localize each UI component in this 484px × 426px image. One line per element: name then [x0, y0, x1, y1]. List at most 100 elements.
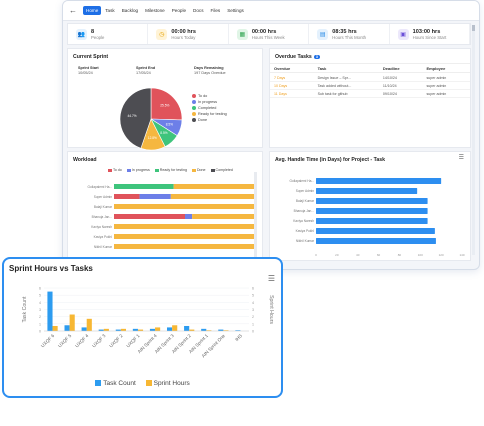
workload-bar-segment[interactable]	[139, 194, 171, 199]
workload-bar-segment[interactable]	[114, 234, 256, 239]
page-scrollbar-thumb[interactable]	[472, 25, 475, 31]
bar-sprint-hours[interactable]	[206, 330, 212, 331]
bar-task-count[interactable]	[47, 291, 53, 331]
sprint-hours-legend: Task Count Sprint Hours	[4, 380, 281, 387]
pie-slice-label-0: 25.5%	[160, 104, 169, 108]
tab-settings[interactable]: Settings	[227, 8, 244, 13]
pie-legend-item[interactable]: In progress	[192, 100, 227, 104]
pie-slice-label-4: 44.7%	[128, 114, 137, 118]
workload-legend-item[interactable]: To do	[108, 168, 122, 172]
tab-backlog[interactable]: Backlog	[121, 8, 139, 13]
workload-bar-segment[interactable]	[114, 244, 256, 249]
aht-row-name: Kaviya Pokhl	[296, 229, 315, 233]
workload-title: Workload	[73, 157, 97, 163]
current-sprint-title: Current Sprint	[73, 54, 109, 60]
workload-bar-segment[interactable]	[114, 194, 140, 199]
overdue-cell: Sub task for github	[317, 91, 348, 96]
aht-tick: 80	[398, 253, 402, 257]
workload-legend-item[interactable]: Done	[191, 168, 206, 172]
aht-bar[interactable]	[316, 198, 428, 204]
aht-bar[interactable]	[316, 178, 442, 184]
bar-task-count[interactable]	[64, 325, 70, 331]
legend-task-count[interactable]: Task Count	[95, 380, 136, 387]
pie-slice-4[interactable]	[119, 87, 152, 149]
bar-sprint-hours[interactable]	[69, 314, 75, 331]
bar-task-count[interactable]	[218, 329, 224, 331]
x-tick-label: UXQF 5	[57, 333, 73, 349]
sprint-hours-vs-tasks-card: Sprint Hours vs Tasks ☰ Task Count Sprint…	[2, 257, 283, 398]
workload-bar-segment[interactable]	[173, 184, 256, 189]
y2-tick-label: 4	[252, 301, 254, 305]
pie-legend-label: Ready for testing	[198, 112, 227, 116]
aht-tick: 20	[335, 253, 339, 257]
bar-sprint-hours[interactable]	[103, 328, 109, 331]
aht-bar[interactable]	[316, 218, 428, 224]
stat-1: ◷ 00:00 hrs Hours Today	[148, 24, 229, 44]
workload-bar-segment[interactable]	[114, 184, 174, 189]
tab-files[interactable]: Files	[210, 8, 221, 13]
aht-bar[interactable]	[316, 208, 428, 214]
bar-task-count[interactable]	[235, 330, 241, 331]
calendar-month-icon: ▤	[317, 28, 329, 40]
tab-people[interactable]: People	[171, 8, 187, 13]
bar-task-count[interactable]	[149, 328, 156, 331]
bar-task-count[interactable]	[201, 328, 207, 331]
bar-task-count[interactable]	[81, 327, 87, 331]
bar-sprint-hours[interactable]	[223, 330, 229, 331]
workload-legend-item[interactable]: Ready for testing	[154, 168, 187, 172]
y-axis-label: Task Count	[22, 296, 28, 323]
bar-task-count[interactable]	[98, 329, 104, 331]
bar-sprint-hours[interactable]	[52, 325, 58, 331]
pie-legend-item[interactable]: Completed	[192, 106, 227, 110]
chart-menu-icon[interactable]: ☰	[267, 274, 275, 283]
workload-bar-segment[interactable]	[114, 214, 185, 219]
bar-sprint-hours[interactable]	[172, 325, 178, 331]
workload-bar-segment[interactable]	[114, 224, 256, 229]
back-arrow-icon[interactable]: ←	[69, 6, 77, 15]
pie-legend-item[interactable]: To do	[192, 94, 227, 98]
workload-legend-item[interactable]: Completed	[210, 168, 233, 172]
workload-bar-segment[interactable]	[192, 214, 256, 219]
workload-legend-item[interactable]: In progress	[126, 168, 150, 172]
aht-bar[interactable]	[316, 228, 435, 234]
aht-tick: 100	[418, 253, 423, 257]
bar-sprint-hours[interactable]	[155, 327, 161, 331]
bar-sprint-hours[interactable]	[137, 329, 144, 331]
overdue-table-row[interactable]: 7 Days Design Issue – Spr... 14/10/24 super…	[270, 74, 470, 82]
overdue-count-badge: 3	[313, 55, 320, 59]
bar-task-count[interactable]	[132, 328, 138, 331]
workload-bar-segment[interactable]	[170, 194, 256, 199]
bar-task-count[interactable]	[184, 325, 190, 331]
pie-legend-item[interactable]: Done	[192, 118, 227, 122]
legend-sprint-hours-label: Sprint Hours	[153, 380, 190, 387]
legend-swatch	[108, 168, 112, 172]
workload-scrollbar[interactable]	[254, 172, 257, 262]
aht-bar[interactable]	[316, 238, 436, 244]
hamburger-menu-icon[interactable]: ☰	[458, 155, 464, 161]
overdue-table-row[interactable]: 11 Days Sub task for github 09/10/24 super …	[270, 90, 470, 98]
bar-sprint-hours[interactable]	[120, 328, 126, 331]
tab-milestone[interactable]: Milestone	[145, 8, 165, 13]
aht-tick: 140	[459, 253, 464, 257]
tab-docs[interactable]: Docs	[193, 8, 204, 13]
pie-legend-item[interactable]: Ready for testing	[192, 112, 227, 116]
bar-task-count[interactable]	[115, 329, 121, 331]
workload-bar-segment[interactable]	[114, 204, 256, 209]
tab-task[interactable]: Task	[105, 8, 115, 13]
bar-sprint-hours[interactable]	[189, 329, 195, 331]
bar-sprint-hours[interactable]	[86, 318, 92, 331]
pie-slice-0[interactable]	[150, 87, 183, 121]
legend-sprint-hours[interactable]: Sprint Hours	[145, 380, 190, 387]
overdue-table-row[interactable]: 10 Days Task added without... 11/10/24 supe…	[270, 82, 470, 90]
page-scrollbar[interactable]	[472, 25, 475, 255]
x-tick-label: IHS	[234, 333, 243, 342]
aht-bar[interactable]	[316, 188, 418, 194]
bar-task-count[interactable]	[167, 327, 173, 331]
workload-bar-segment[interactable]	[185, 214, 193, 219]
sprint-start-value: 10/05/24	[78, 71, 93, 75]
y2-axis-label: Sprint Hours	[268, 295, 274, 324]
y-tick-label: 4	[39, 301, 41, 305]
tab-home[interactable]: Home	[83, 6, 102, 15]
stat-text: 103:00 hrs Hours Since Start	[413, 29, 447, 40]
